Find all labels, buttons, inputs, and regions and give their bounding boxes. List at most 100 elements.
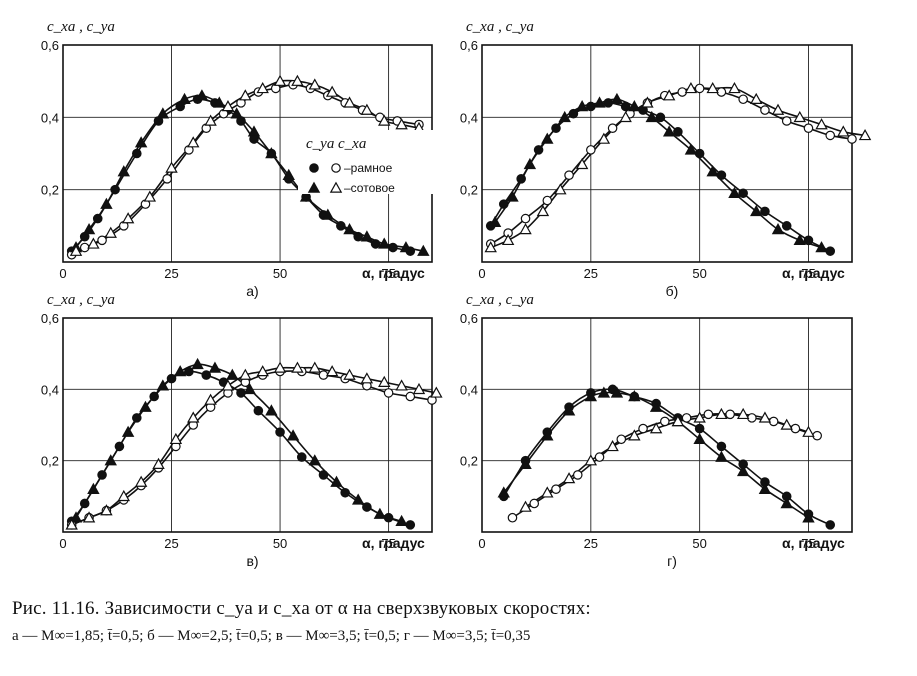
cxa-honeycomb-point (728, 81, 741, 94)
x-tick-label: 75 (381, 266, 395, 281)
cxa-honeycomb-point (273, 361, 287, 373)
cxa-honeycomb-point (628, 429, 641, 441)
cya-honeycomb-point (134, 136, 148, 148)
cya-frame-point (603, 98, 614, 108)
cxa-frame-point (383, 388, 394, 398)
cya-frame-point (201, 370, 212, 380)
cya-honeycomb-point (100, 197, 113, 209)
chart-panel-1: 0 25 50 75 0,2 0,4 0,6 c_xa , c_ya α, градус а) c_… (41, 19, 438, 299)
cya-frame-point (586, 101, 596, 112)
y-tick-label: 0,6 (460, 311, 478, 326)
cxa-honeycomb-point (308, 361, 322, 373)
cya-frame-point (114, 441, 125, 452)
x-axis-title: α, градус (782, 265, 845, 281)
cxa-honeycomb-point (412, 382, 426, 395)
cya-honeycomb-point (265, 404, 278, 416)
cya-honeycomb-point (584, 390, 598, 402)
cxa-frame-curve (490, 87, 853, 245)
cxa-frame-point (586, 145, 596, 155)
cxa-honeycomb-point (793, 110, 806, 123)
cxa-frame-point (507, 512, 518, 523)
cxa-frame-point (616, 434, 627, 445)
cya-honeycomb-point (308, 454, 322, 466)
cya-honeycomb-point (343, 223, 356, 235)
cya-honeycomb-point (645, 110, 658, 123)
cya-honeycomb-point (793, 233, 806, 246)
cxa-frame-point (520, 213, 531, 224)
cxa-honeycomb-point (378, 375, 391, 387)
cxa-honeycomb-point (204, 393, 217, 405)
x-axis-title: α, градус (362, 265, 425, 281)
cya-frame-point (533, 145, 544, 155)
cxa-frame-point (760, 105, 770, 115)
cxa-honeycomb-point (82, 511, 96, 523)
legend-header-cxa: c_xa (338, 136, 366, 152)
cya-frame-point (655, 112, 666, 123)
figure-caption: Рис. 11.16. Зависимости c_ya и c_xa от α… (12, 598, 907, 645)
cxa-honeycomb-curve (71, 366, 437, 526)
cya-frame-point (236, 388, 246, 398)
cxa-honeycomb-point (662, 89, 676, 101)
cya-honeycomb-point (299, 190, 313, 202)
cya-honeycomb-point (593, 96, 606, 108)
cya-honeycomb-point (378, 237, 391, 249)
cxa-frame-point (607, 123, 618, 133)
legend-label-honeycomb: –сотовое (344, 181, 395, 195)
cya-honeycomb-point (558, 110, 571, 123)
cya-honeycomb-point (213, 96, 226, 108)
cxa-frame-point (725, 409, 735, 420)
cya-frame-point (516, 174, 526, 184)
cxa-frame-point (812, 430, 822, 441)
cxa-honeycomb-point (104, 226, 117, 238)
cya-honeycomb-point (523, 157, 537, 170)
cya-frame-point (318, 470, 329, 480)
cxa-honeycomb-point (69, 244, 83, 256)
cya-honeycomb-point (87, 482, 100, 494)
cya-honeycomb-point (82, 223, 96, 235)
cya-honeycomb-point (351, 493, 365, 505)
cxa-honeycomb-point (562, 472, 576, 484)
plot-frame (481, 44, 853, 263)
cya-honeycomb-point (736, 464, 750, 477)
cxa-frame-point (564, 170, 574, 180)
cxa-honeycomb-point (395, 379, 408, 391)
cxa-honeycomb-point (750, 92, 763, 105)
cya-frame-point (166, 373, 177, 384)
cxa-honeycomb-point (65, 518, 78, 530)
cxa-honeycomb-point (684, 81, 698, 94)
cxa-frame-point (703, 409, 714, 420)
cya-frame-point (132, 148, 142, 159)
cya-honeycomb-point (541, 429, 554, 441)
cya-frame-point (275, 427, 285, 437)
cxa-frame-point (825, 130, 836, 141)
x-tick-label: 0 (478, 536, 485, 551)
cxa-honeycomb-point (308, 78, 322, 90)
cya-frame-point (405, 520, 416, 530)
caption-parameters: а — M∞=1,85; t̄=0,5; б — M∞=2,5; t̄=0,5;… (12, 628, 531, 644)
cxa-honeycomb-point (519, 223, 532, 235)
y-tick-label: 0,2 (460, 183, 478, 198)
plot-frame (62, 317, 433, 533)
cya-frame-point (551, 123, 561, 133)
cxa-honeycomb-point (736, 407, 750, 420)
y-axis-title: c_xa , c_ya (466, 19, 534, 35)
x-tick-label: 50 (692, 266, 706, 281)
y-tick-label: 0,2 (41, 183, 59, 198)
cya-frame-point (79, 498, 90, 509)
cxa-honeycomb-point (273, 74, 287, 86)
cya-honeycomb-point (243, 382, 256, 395)
cya-honeycomb-point (684, 143, 698, 155)
cya-honeycomb-point (265, 147, 278, 159)
cxa-frame-point (542, 195, 553, 206)
legend: c_ya c_xa –рамное –сотовое (298, 130, 438, 195)
x-tick-label: 25 (164, 266, 178, 281)
cxa-honeycomb-point (169, 432, 183, 445)
cya-frame-point (362, 502, 372, 512)
cya-honeycomb-point (247, 125, 261, 137)
cya-frame-point (110, 184, 120, 195)
cya-honeycomb-point (399, 241, 413, 253)
y-tick-label: 0,2 (460, 454, 478, 469)
x-axis-title: α, градус (782, 535, 845, 551)
cya-frame-point (132, 413, 142, 423)
cya-frame-point (97, 470, 107, 480)
